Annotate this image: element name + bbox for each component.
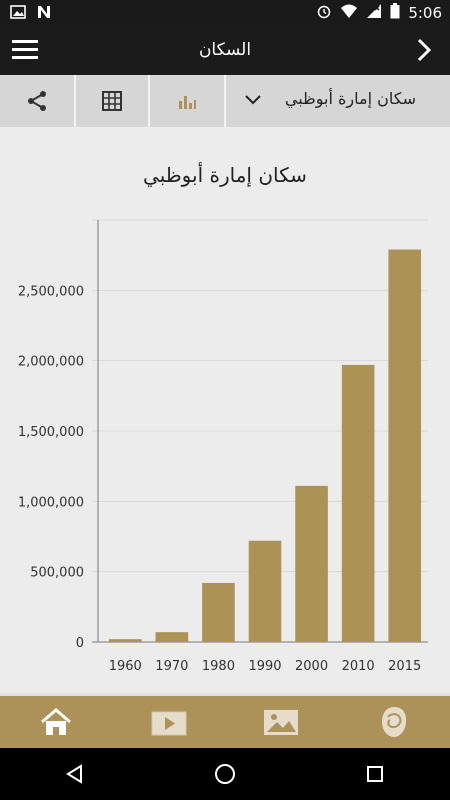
- signal-icon: [366, 3, 382, 23]
- y-tick-label: 2,500,000: [18, 284, 84, 299]
- y-tick-label: 500,000: [30, 566, 84, 581]
- status-bar: 5:06: [0, 0, 450, 25]
- bottom-navigation: [0, 696, 450, 748]
- bar-1970: [155, 632, 189, 642]
- system-home-button[interactable]: [195, 748, 255, 800]
- alarm-icon: [316, 3, 332, 23]
- nav-home[interactable]: [26, 696, 86, 748]
- wifi-icon: [340, 3, 358, 23]
- y-tick-label: 2,000,000: [18, 355, 84, 370]
- forward-button[interactable]: [414, 38, 438, 62]
- video-icon: [151, 711, 187, 736]
- hamburger-menu-icon: [12, 40, 38, 59]
- table-view-button[interactable]: [76, 75, 150, 127]
- system-navigation-bar: [0, 748, 450, 800]
- chart-toolbar: سكان إمارة أبوظبي: [0, 75, 450, 127]
- chart-panel: سكان إمارة أبوظبي 0 500,000 1,000,000 1,500…: [0, 127, 450, 693]
- x-tick-label: 2000: [295, 659, 328, 674]
- emblem-icon: [381, 707, 406, 737]
- chevron-right-icon: [417, 38, 432, 62]
- menu-button[interactable]: [12, 38, 42, 62]
- share-icon: [28, 91, 46, 111]
- photo-gallery-icon: [264, 710, 299, 735]
- share-button[interactable]: [0, 75, 76, 127]
- home-circle-icon: [215, 764, 235, 784]
- app-bar: السكان: [0, 25, 450, 75]
- population-bar-chart: 0 500,000 1,000,000 1,500,000 2,000,000 2,500…: [18, 219, 428, 674]
- nav-videos[interactable]: [139, 696, 199, 748]
- x-tick-label: 2015: [388, 659, 421, 674]
- nav-emblem[interactable]: [364, 696, 424, 748]
- n-notification-icon: [36, 4, 52, 24]
- x-tick-label: 1990: [248, 659, 281, 674]
- y-tick-label: 1,000,000: [18, 495, 84, 510]
- x-tick-label: 1960: [109, 659, 142, 674]
- page-title: السكان: [198, 40, 252, 60]
- chart-title: سكان إمارة أبوظبي: [143, 163, 307, 187]
- bar-2000: [295, 485, 328, 642]
- chevron-down-icon: [245, 95, 261, 105]
- battery-icon: [390, 3, 400, 23]
- y-tick-label: 1,500,000: [18, 425, 84, 440]
- x-tick-label: 1980: [202, 659, 235, 674]
- y-tick-label: 0: [76, 636, 84, 651]
- nav-gallery[interactable]: [251, 696, 311, 748]
- home-icon: [41, 708, 72, 735]
- bar-1990: [248, 540, 282, 642]
- system-back-button[interactable]: [45, 748, 105, 800]
- bar-1960: [108, 639, 142, 642]
- x-tick-label: 1970: [155, 659, 188, 674]
- bar-2015: [388, 249, 422, 642]
- recents-square-icon: [367, 766, 383, 782]
- status-time: 5:06: [408, 4, 442, 22]
- table-grid-icon: [102, 91, 122, 111]
- back-triangle-icon: [66, 764, 82, 784]
- dataset-dropdown[interactable]: سكان إمارة أبوظبي: [226, 75, 450, 127]
- bar-chart-view-button[interactable]: [150, 75, 226, 127]
- bar-2010: [341, 364, 375, 642]
- bar-1980: [202, 582, 235, 642]
- system-recents-button[interactable]: [345, 748, 405, 800]
- divider: [0, 693, 450, 696]
- dataset-dropdown-label: سكان إمارة أبوظبي: [284, 89, 416, 108]
- bar-chart-icon: [179, 96, 196, 109]
- x-tick-label: 2010: [342, 659, 375, 674]
- image-notification-icon: [10, 4, 26, 24]
